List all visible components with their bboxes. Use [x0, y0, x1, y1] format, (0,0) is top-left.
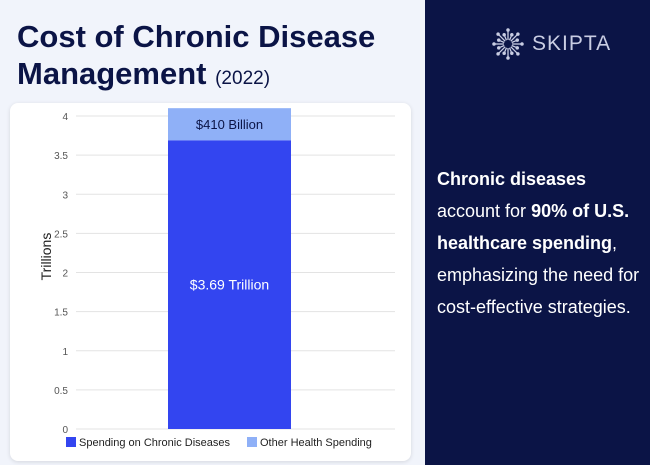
starburst-dot	[506, 56, 510, 60]
right-panel	[425, 0, 650, 465]
starburst-dot	[520, 42, 524, 46]
y-tick-label: 0	[62, 425, 68, 436]
brand-name: SKIPTA	[532, 32, 612, 55]
y-tick-label: 1.5	[54, 308, 68, 319]
starburst-dot	[516, 32, 520, 36]
bar-chronic-diseases	[168, 140, 291, 429]
starburst-dot	[497, 46, 501, 50]
y-tick-label: 0.5	[54, 386, 68, 397]
starburst-dot	[515, 38, 519, 42]
data-label-other: $410 Billion	[196, 117, 263, 132]
legend-swatch	[66, 437, 76, 447]
starburst-dot	[497, 38, 501, 42]
y-tick-label: 4	[62, 112, 68, 123]
description-bold-1: Chronic diseases	[437, 169, 587, 189]
starburst-dot	[492, 42, 496, 46]
starburst-dot	[516, 52, 520, 56]
brand-logo: SKIPTA	[492, 28, 611, 60]
y-tick-label: 2	[62, 269, 68, 280]
starburst-dot	[496, 52, 500, 56]
page-title: Cost of Chronic Disease Management (2022…	[17, 18, 417, 97]
y-tick-label: 1	[62, 347, 68, 358]
y-axis-label: Trillions	[38, 233, 54, 281]
data-label-chronic: $3.69 Trillion	[190, 277, 269, 293]
title-year: (2022)	[215, 68, 271, 89]
bar-chart: 0 0.5 1 1.5 2 2.5 3 3.5 4 Trillions $3.69 Trillion…	[38, 108, 395, 449]
title-text: Cost of Chronic Disease Management	[17, 19, 376, 91]
y-tick-label: 2.5	[54, 229, 68, 240]
starburst-dot	[502, 33, 506, 37]
bar-other-health-spending	[168, 108, 291, 141]
chart-card: 0 0.5 1 1.5 2 2.5 3 3.5 4 Trillions $3.69 Trillion…	[10, 103, 411, 461]
starburst-dot	[510, 51, 514, 55]
legend-swatch	[247, 437, 257, 447]
starburst-dot	[496, 32, 500, 36]
description-plain-2: , emphasizing the need for cost-effectiv…	[437, 233, 640, 317]
starburst-icon	[492, 28, 524, 60]
starburst-dot	[515, 46, 519, 50]
starburst-dot	[502, 51, 506, 55]
legend-label: Other Health Spending	[260, 437, 372, 449]
starburst-dot	[510, 33, 514, 37]
left-panel: Cost of Chronic Disease Management (2022…	[10, 18, 417, 461]
description-text: Chronic diseases account for 90% of U.S.…	[437, 163, 647, 323]
y-tick-label: 3	[62, 190, 68, 201]
y-tick-label: 3.5	[54, 151, 68, 162]
starburst-dot	[506, 28, 510, 32]
legend-label: Spending on Chronic Diseases	[79, 437, 231, 449]
description-bold-2: 90% of U.S. healthcare spending	[437, 201, 630, 253]
description-plain-1: account for	[437, 201, 532, 221]
